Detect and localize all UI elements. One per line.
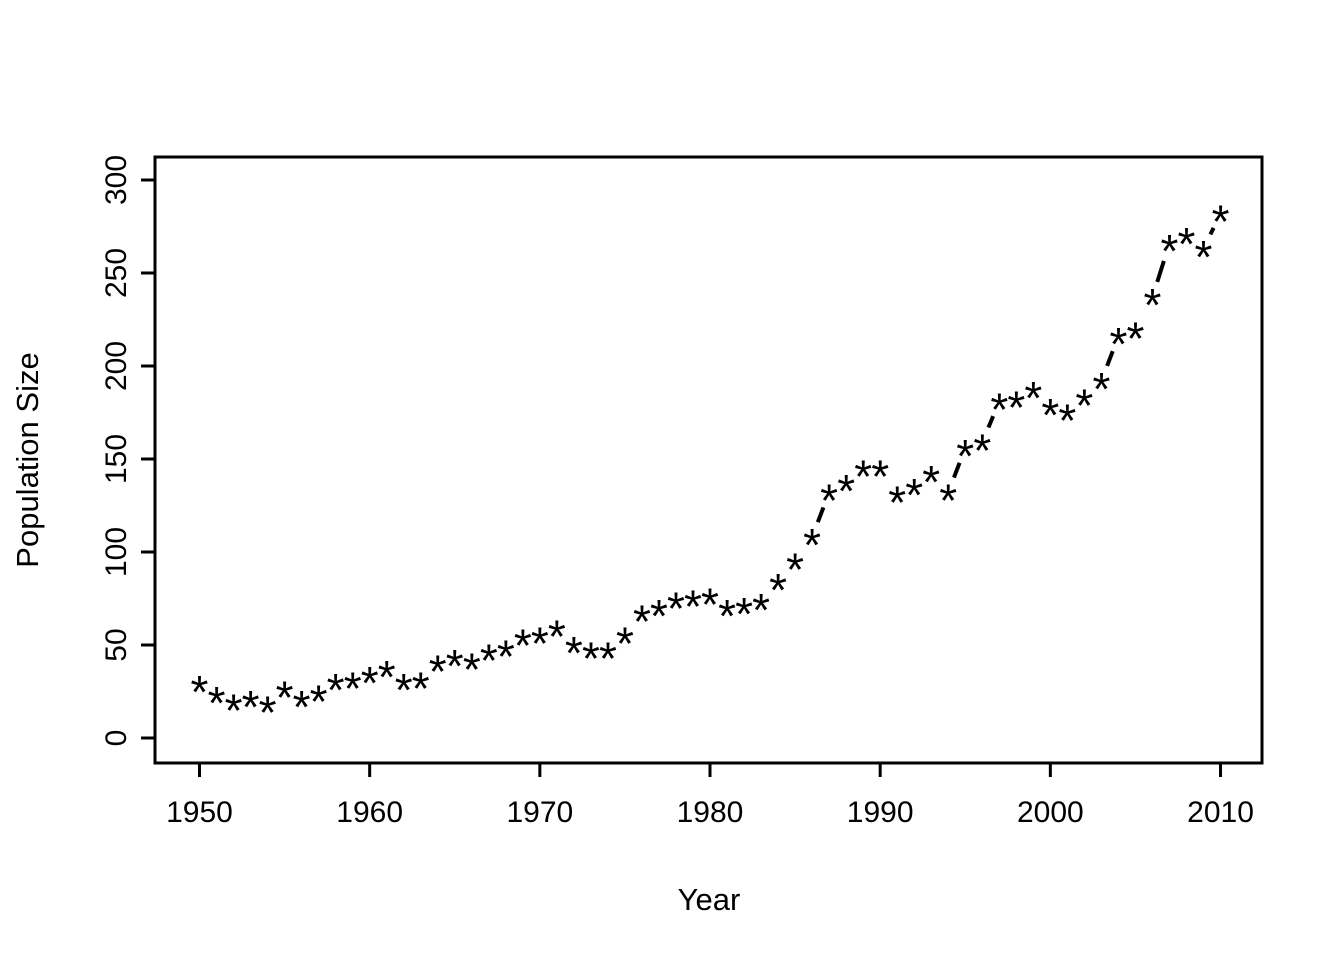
data-point-marker: * (463, 644, 481, 696)
plot-box (153, 155, 1264, 765)
data-point-marker: * (973, 424, 991, 476)
y-axis-label: Population Size (10, 352, 45, 567)
data-point-marker: * (310, 675, 328, 727)
data-point-marker: * (1178, 218, 1196, 270)
data-point-marker: * (208, 677, 226, 729)
x-tick-label: 1990 (847, 796, 914, 829)
data-point-marker: * (837, 465, 855, 517)
data-point-marker: * (1212, 195, 1230, 247)
data-point-marker: * (820, 474, 838, 526)
data-point-marker: * (735, 588, 753, 640)
data-point-marker: * (769, 564, 787, 616)
data-point-marker: * (718, 590, 736, 642)
data-point-marker: * (667, 582, 685, 634)
data-point-marker: * (1161, 225, 1179, 277)
data-point-marker: * (429, 646, 447, 698)
data-point-marker: * (565, 627, 583, 679)
x-tick-label: 1960 (336, 796, 403, 829)
data-point-marker: * (599, 633, 617, 685)
data-point-marker: * (514, 620, 532, 672)
series-segment (1155, 257, 1167, 283)
series-segment (1105, 350, 1115, 367)
data-point-marker: * (786, 543, 804, 595)
data-point-marker: * (1041, 389, 1059, 441)
series-segment (1208, 227, 1216, 236)
data-point-marker: * (684, 581, 702, 633)
data-point-marker: * (1075, 380, 1093, 432)
data-point-marker: * (1195, 231, 1213, 283)
data-point-marker: * (276, 672, 294, 724)
data-point-marker: * (1143, 279, 1161, 331)
series-segment (815, 506, 826, 523)
data-point-marker: * (480, 634, 498, 686)
data-point-marker: * (854, 450, 872, 502)
data-point-marker: * (616, 618, 634, 670)
data-point-marker: * (871, 450, 889, 502)
data-point-marker: * (701, 579, 719, 631)
data-point-marker: * (548, 610, 566, 662)
data-point-marker: * (378, 651, 396, 703)
x-tick-label: 1980 (677, 796, 744, 829)
data-point-marker: * (633, 595, 651, 647)
y-tick-label: 150 (100, 434, 133, 484)
data-point-marker: * (293, 681, 311, 733)
data-point-marker: * (922, 456, 940, 508)
data-point-marker: * (497, 631, 515, 683)
y-tick-label: 300 (100, 155, 133, 205)
data-point-marker: * (412, 662, 430, 714)
x-tick-label: 1970 (506, 796, 573, 829)
chart-area: 1950 1960 1970 1980 1990 2000 2010 0 50 100 150 200… (100, 155, 1264, 829)
x-tick-label: 1950 (166, 796, 233, 829)
data-point-marker: * (242, 681, 260, 733)
data-point-marker: * (905, 469, 923, 521)
data-point-marker: * (752, 584, 770, 636)
series-segment (952, 462, 962, 479)
data-point-marker: * (225, 685, 243, 737)
data-point-marker: * (956, 430, 974, 482)
data-point-marker: * (1126, 313, 1144, 365)
data-point-marker: * (888, 476, 906, 528)
y-tick-label: 0 (100, 730, 133, 747)
x-tick-label: 2000 (1017, 796, 1084, 829)
data-point-marker: * (650, 590, 668, 642)
data-point-marker: * (939, 474, 957, 526)
x-axis-label: Year (678, 882, 741, 917)
data-point-marker: * (803, 519, 821, 571)
data-point-marker: * (259, 687, 277, 739)
data-point-marker: * (395, 664, 413, 716)
y-tick-label: 250 (100, 248, 133, 298)
data-point-marker: * (446, 640, 464, 692)
data-point-marker: * (191, 666, 209, 718)
y-tick-label: 100 (100, 527, 133, 577)
x-tick-label: 2010 (1187, 796, 1254, 829)
data-point-marker: * (344, 662, 362, 714)
data-point-marker: * (1109, 318, 1127, 370)
data-point-marker: * (1007, 381, 1025, 433)
data-point-marker: * (1092, 363, 1110, 415)
y-tick-label: 50 (100, 628, 133, 661)
data-point-marker: * (327, 664, 345, 716)
data-point-marker: * (1024, 372, 1042, 424)
data-point-marker: * (582, 633, 600, 685)
y-tick-label: 200 (100, 341, 133, 391)
data-point-marker: * (990, 383, 1008, 435)
data-point-marker: * (361, 657, 379, 709)
series-segment (986, 415, 996, 429)
data-point-marker: * (1058, 395, 1076, 447)
data-point-marker: * (531, 618, 549, 670)
